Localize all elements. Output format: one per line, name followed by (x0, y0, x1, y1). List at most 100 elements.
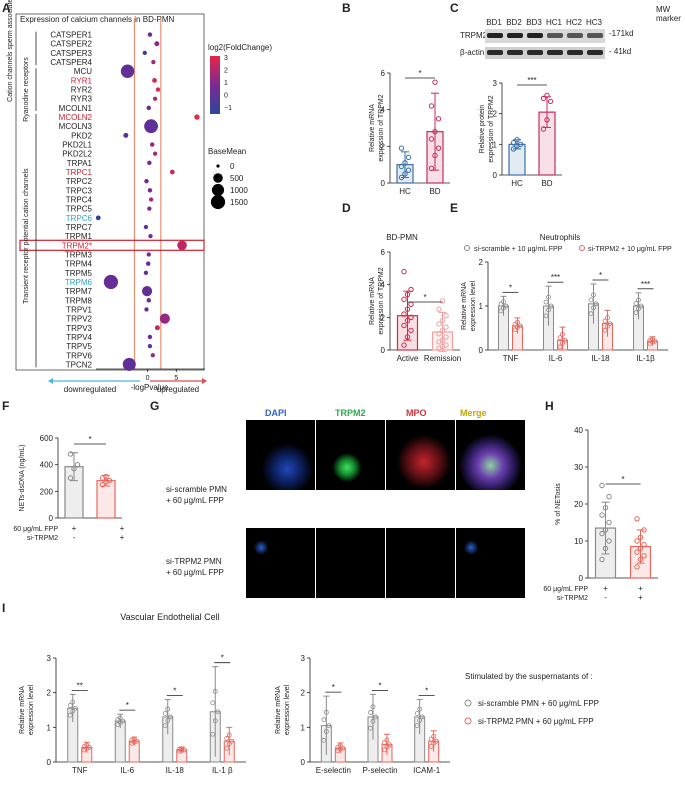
blot-lane-label: BD1 (486, 18, 502, 27)
panel-i-left-category-label: TNF (72, 766, 88, 775)
blot-band-trpm2 (507, 33, 523, 38)
blot-lane-label: HC1 (546, 18, 563, 27)
panel-h-sig-label: * (621, 475, 624, 484)
panel-d-y-label: Relative mRNA (369, 277, 376, 325)
panel-e-point (647, 337, 653, 343)
panel-i-left-point (226, 732, 232, 738)
panel-h-point (637, 545, 644, 552)
group-label-ryanodine: Ryanodine receptors (23, 57, 30, 122)
panel-c-y-label: Relative protein (479, 105, 486, 154)
panel-e-point (498, 308, 504, 314)
gene-label: TRPM1 (65, 232, 93, 241)
panel-e-sig-label: *** (551, 273, 560, 282)
panel-i-right-point (323, 709, 329, 715)
panel-i-right-point (321, 737, 327, 743)
gene-point (146, 252, 151, 257)
gene-label: MCOLN1 (59, 104, 93, 113)
gene-label: TRPC5 (66, 205, 93, 214)
panel-e-point (515, 319, 520, 325)
panel-e-point (605, 315, 610, 321)
trpm2-highlight-box (19, 239, 205, 251)
panel-d-category-label: Active (397, 354, 419, 363)
gene-point (148, 197, 154, 202)
panel-f-y-tick-label: 600 (40, 434, 54, 443)
panel-i-legend-dot-scramble (464, 699, 472, 707)
gene-point (145, 261, 151, 266)
panel-i-left-point (210, 731, 216, 737)
blot-band-actin (507, 50, 523, 55)
panel-i-right-point (335, 744, 341, 750)
panel-e-point (512, 327, 518, 333)
gene-point (150, 353, 155, 358)
panel-d-point (443, 342, 449, 348)
panel-i-right-point (337, 743, 343, 749)
panel-i-right-point (370, 719, 376, 724)
panel-i-right-y-tick-label: 2 (301, 689, 306, 698)
gene-point (120, 64, 135, 78)
panel-i-left-point (162, 723, 168, 728)
blot-trpm2 (485, 29, 605, 43)
panel-i-legend-trpm2: si-TRPM2 PMN + 60 μg/mL FPP (478, 717, 594, 726)
panel-letter-g: G (150, 399, 159, 413)
panel-i-left-point (224, 745, 230, 751)
gene-label: TRPV5 (66, 342, 92, 351)
gene-point (143, 224, 149, 230)
panel-h-sign: - (604, 593, 607, 602)
panel-i-right-point (417, 706, 423, 712)
panel-c-point (544, 117, 550, 123)
gene-label: TRPC1 (66, 168, 93, 177)
blot-band-actin (527, 50, 543, 55)
gene-point (146, 105, 152, 111)
gene-point (148, 233, 153, 239)
panel-h-y-tick-label: 40 (574, 426, 583, 435)
panel-e-sig-label: * (509, 283, 512, 292)
gene-label: RYR3 (71, 95, 93, 104)
panel-i-left-point (229, 738, 235, 744)
gene-label: TRPA1 (67, 159, 93, 168)
panel-c-sig-label: *** (527, 76, 536, 85)
panel-i-right-point (368, 710, 373, 715)
panel-c-point (547, 98, 554, 105)
panel-e-point (557, 335, 563, 341)
panel-h-point (606, 493, 612, 500)
panel-e-point (543, 299, 549, 305)
gene-label: MCOLN2 (59, 113, 93, 122)
panel-d-point (408, 301, 414, 307)
panel-e-category-label: IL-18 (591, 354, 610, 363)
panel-i-right-category-label: ICAM-1 (413, 766, 441, 775)
panel-h-point (606, 538, 612, 544)
panel-d-y-label: expression of TRPM2 (378, 267, 385, 334)
panel-c-y-tick-label: 1 (493, 140, 498, 149)
gene-point (194, 114, 200, 120)
panel-i-right-point (433, 738, 439, 744)
channel-label-trpm2: TRPM2 (335, 408, 366, 418)
panel-h-point (634, 516, 640, 522)
legend-dot-trpm2 (579, 245, 585, 251)
panel-e-sig-label: * (599, 271, 602, 280)
panel-letter-e: E (450, 201, 458, 215)
panel-b-y-label: expression of TRPM2 (378, 94, 385, 161)
panel-f-point (67, 451, 74, 457)
panel-b-category-label: HC (399, 187, 411, 196)
size-legend-dot (211, 183, 225, 197)
panel-d-point (436, 330, 442, 337)
gene-point (147, 343, 153, 349)
micrograph-row-label-2: si-TRPM2 PMN + 60 μg/mL FPP (166, 557, 224, 577)
panel-f-y-label: NETs-dsDNA (ng/mL) (19, 445, 26, 512)
gene-point (141, 286, 153, 297)
panel-d-point (404, 306, 411, 312)
gene-label: TRPM4 (65, 260, 93, 269)
panel-i-left-point (162, 711, 168, 716)
blot-band-trpm2 (487, 33, 503, 38)
panel-letter-h: H (545, 399, 554, 413)
size-legend-label: 0 (230, 162, 235, 171)
panel-letter-i: I (2, 601, 5, 615)
panel-i-left-point (215, 709, 221, 715)
panel-b-point (432, 79, 438, 85)
panel-i-left-point (212, 718, 218, 724)
gene-label: PKD2L2 (62, 150, 92, 159)
panel-i-left-point (117, 720, 123, 725)
blot-band-actin (587, 50, 603, 55)
gene-label: TRPM6 (65, 278, 93, 287)
panel-e-point (503, 303, 509, 309)
